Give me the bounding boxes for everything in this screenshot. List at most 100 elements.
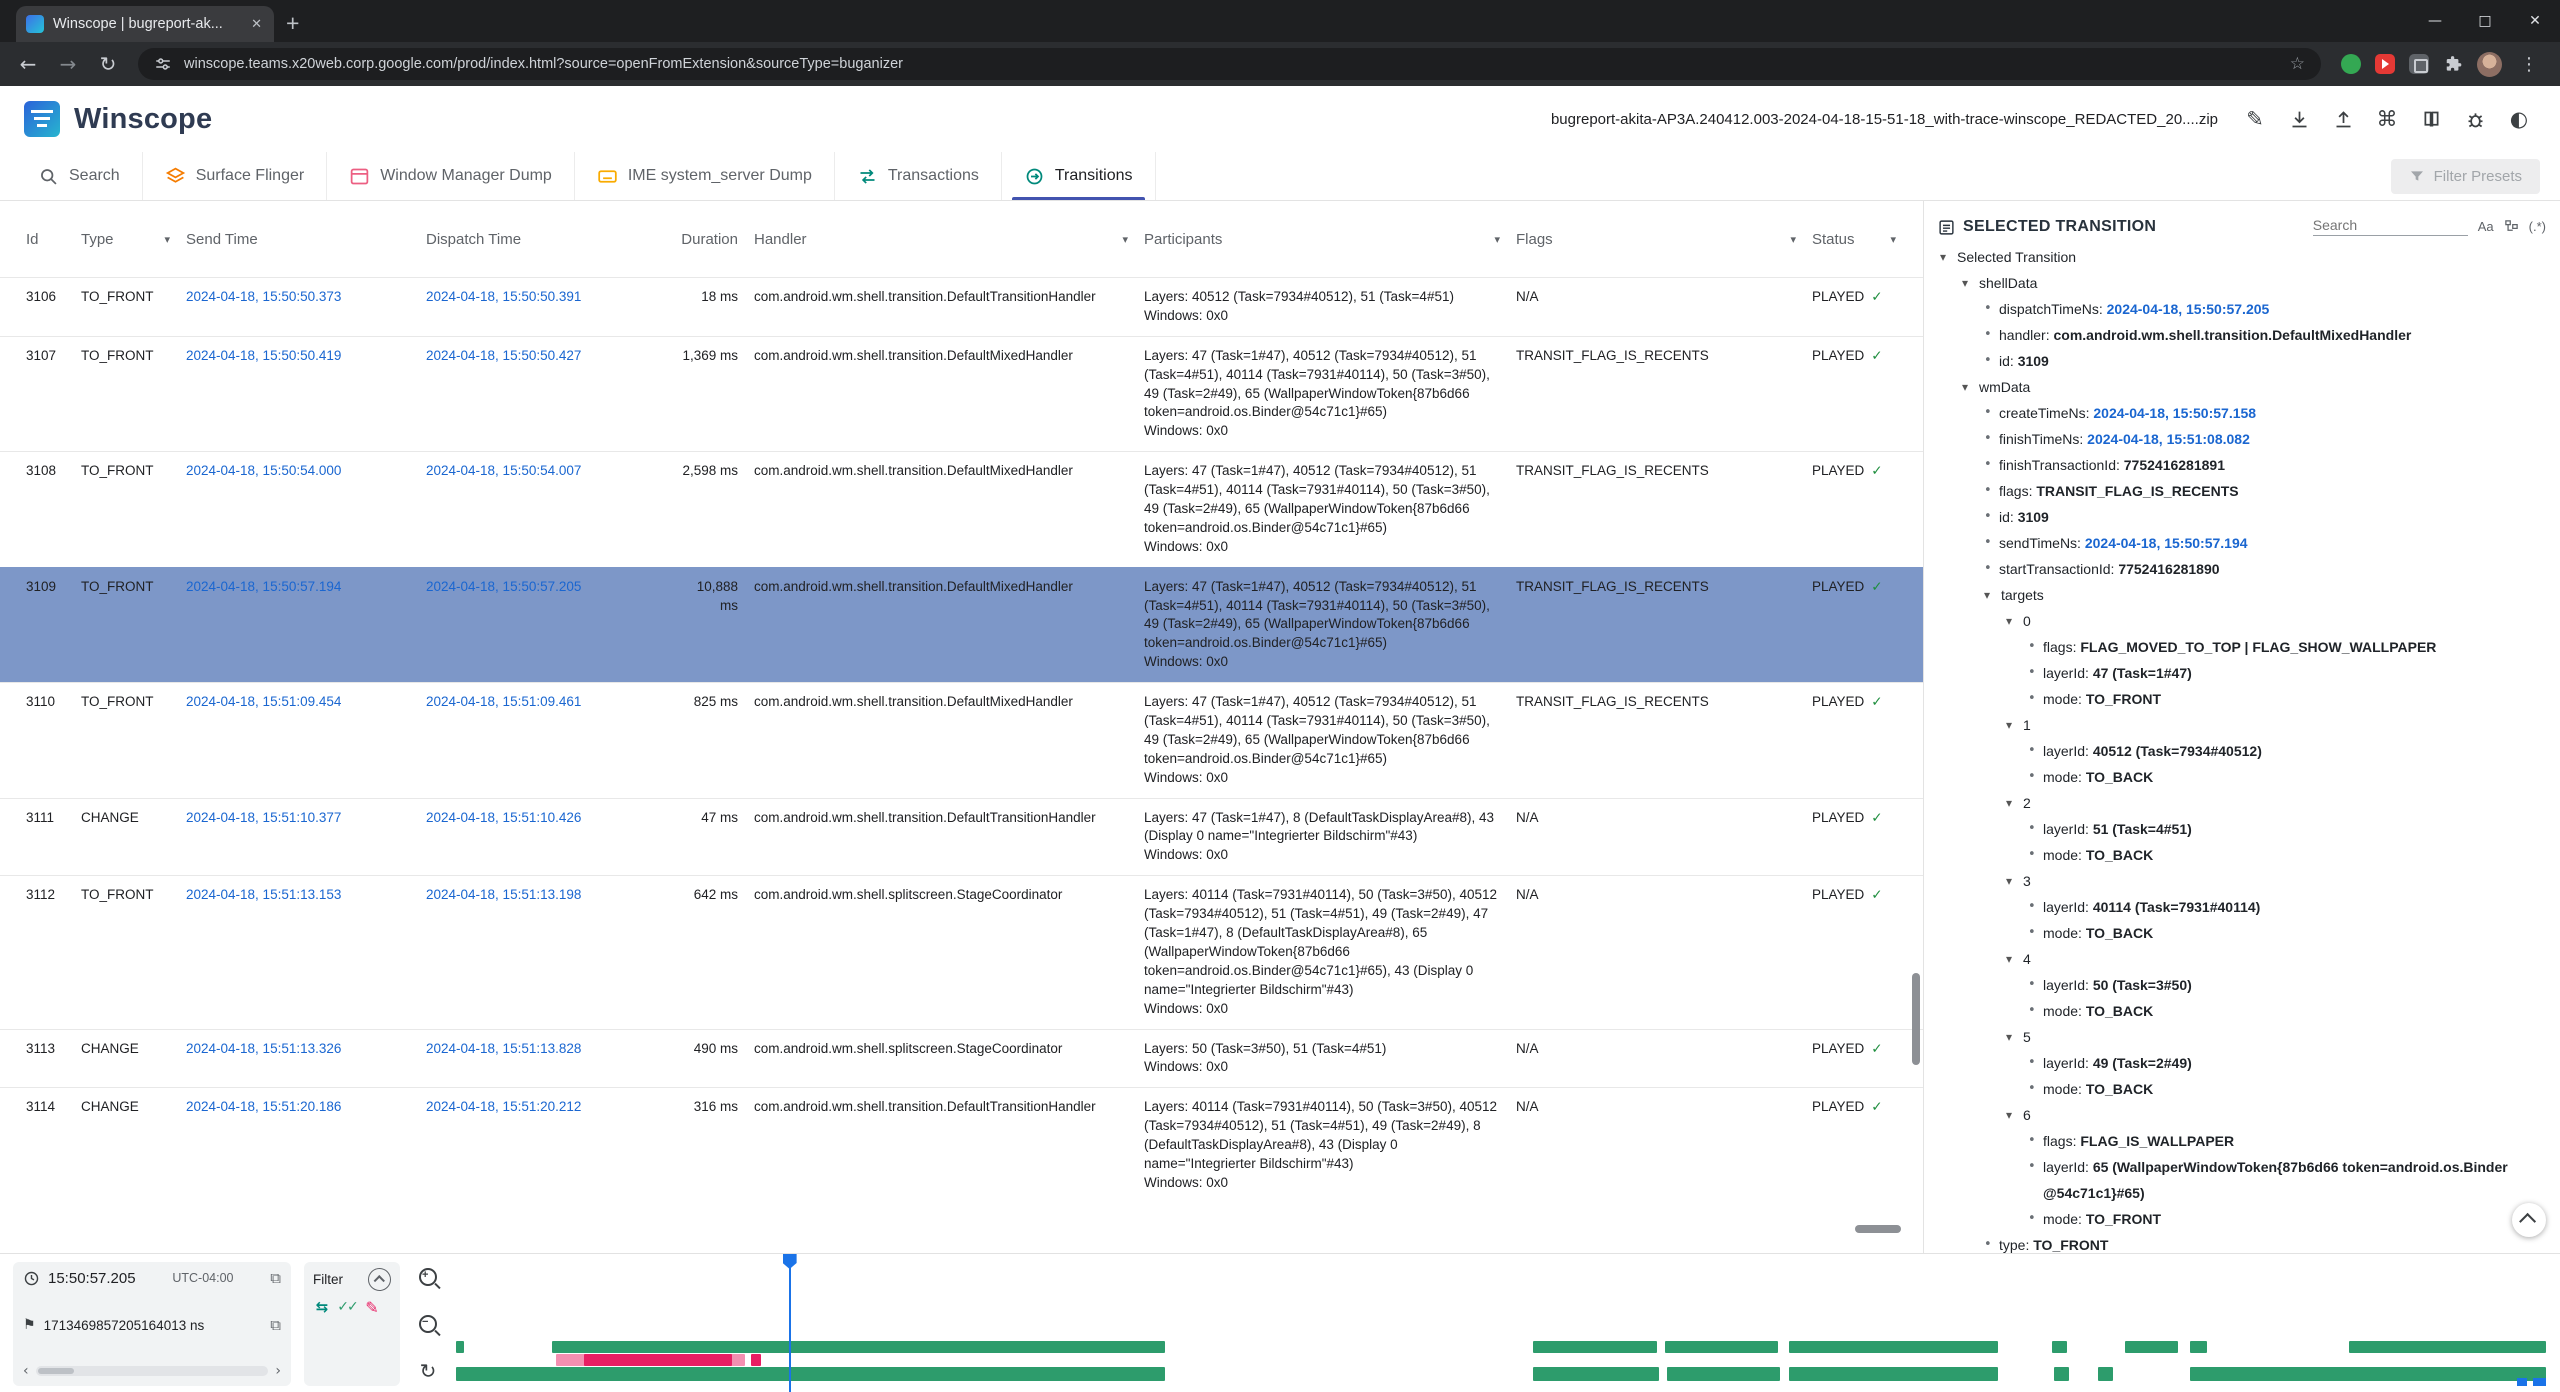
regex-icon[interactable]: (.*) <box>2528 219 2546 234</box>
download-traces-icon[interactable] <box>2282 102 2316 136</box>
report-bug-icon[interactable] <box>2458 102 2492 136</box>
table-row[interactable]: 3113 CHANGE 2024-04-18, 15:51:13.326 2024-0… <box>0 1028 1923 1088</box>
timeline-canvas[interactable] <box>456 1254 2548 1392</box>
table-row[interactable]: 3111 CHANGE 2024-04-18, 15:51:10.377 2024-0… <box>0 797 1923 876</box>
tab-close-icon[interactable]: ✕ <box>251 16 262 32</box>
expand-arrow-icon[interactable]: ▾ <box>1962 276 1969 290</box>
filter-presets-button[interactable]: Filter Presets <box>2390 158 2540 194</box>
tab-transactions[interactable]: Transactions <box>835 152 1002 200</box>
dispatch-time-link[interactable]: 2024-04-18, 15:50:50.391 <box>426 289 582 304</box>
expand-arrow-icon[interactable]: ▾ <box>2006 874 2013 888</box>
mini-scrollbar-track[interactable] <box>35 1366 269 1376</box>
expand-arrow-icon[interactable]: ▾ <box>2006 796 2013 810</box>
url-text[interactable]: winscope.teams.x20web.corp.google.com/pr… <box>184 56 903 72</box>
expand-arrow-icon[interactable]: ▾ <box>2006 1108 2013 1122</box>
expand-arrow-icon[interactable]: ▾ <box>2006 1030 2013 1044</box>
send-time-link[interactable]: 2024-04-18, 15:50:50.373 <box>186 289 342 304</box>
filter-caret-icon[interactable]: ▾ <box>164 232 170 246</box>
expand-arrow-icon[interactable]: ▾ <box>2006 718 2013 732</box>
column-header-status[interactable]: Status ▾ <box>1812 230 1896 248</box>
window-close-button[interactable]: ✕ <box>2529 13 2541 29</box>
table-row[interactable]: 3109 TO_FRONT 2024-04-18, 15:50:57.194 2024… <box>0 566 1923 683</box>
property-value[interactable]: 2024-04-18, 15:51:08.082 <box>2087 431 2250 447</box>
column-header-participants[interactable]: Participants ▾ <box>1144 230 1500 248</box>
window-minimize-button[interactable]: — <box>2428 13 2442 29</box>
tab-search[interactable]: Search <box>16 152 143 200</box>
match-case-icon[interactable]: Aa <box>2477 219 2494 234</box>
expand-arrow-icon[interactable]: ▾ <box>2006 614 2013 628</box>
copy-time-icon[interactable]: ⧉ <box>270 1269 281 1287</box>
reload-button[interactable]: ↻ <box>99 52 117 76</box>
send-time-link[interactable]: 2024-04-18, 15:51:13.153 <box>186 887 342 903</box>
expand-arrow-icon[interactable]: ▾ <box>1984 588 1991 602</box>
timeline-cursor[interactable] <box>782 1254 797 1392</box>
dispatch-time-link[interactable]: 2024-04-18, 15:50:54.007 <box>426 463 582 479</box>
filter-caret-icon[interactable]: ▾ <box>1122 232 1128 246</box>
column-header-handler[interactable]: Handler ▾ <box>754 230 1128 248</box>
send-time-link[interactable]: 2024-04-18, 15:51:10.377 <box>186 809 342 825</box>
filter-caret-icon[interactable]: ▾ <box>1494 232 1500 246</box>
search-input[interactable] <box>2312 215 2468 236</box>
dark-mode-icon[interactable]: ◐ <box>2509 107 2529 131</box>
documentation-icon[interactable] <box>2414 102 2448 136</box>
table-row[interactable]: 3114 CHANGE 2024-04-18, 15:51:20.186 2024-0… <box>0 1087 1923 1202</box>
expand-arrow-icon[interactable]: ▾ <box>1940 250 1947 264</box>
table-row[interactable]: 3107 TO_FRONT 2024-04-18, 15:50:50.419 2024… <box>0 335 1923 451</box>
column-header-flags[interactable]: Flags ▾ <box>1516 230 1796 248</box>
extension-video-icon[interactable] <box>2375 54 2395 74</box>
send-time-link[interactable]: 2024-04-18, 15:51:13.326 <box>186 1040 342 1056</box>
bookmark-star-icon[interactable]: ☆ <box>2289 54 2305 74</box>
table-row[interactable]: 3106 TO_FRONT 2024-04-18, 15:50:50.373 2024… <box>0 277 1923 336</box>
dispatch-time-link[interactable]: 2024-04-18, 15:50:57.205 <box>426 578 582 594</box>
dispatch-time-link[interactable]: 2024-04-18, 15:51:20.212 <box>426 1099 582 1115</box>
tab-ime-system-server-dump[interactable]: IME system_server Dump <box>575 152 835 200</box>
table-row[interactable]: 3108 TO_FRONT 2024-04-18, 15:50:54.000 2024… <box>0 451 1923 566</box>
send-time-link[interactable]: 2024-04-18, 15:50:50.419 <box>186 347 342 363</box>
table-horizontal-scrollbar[interactable] <box>1855 1225 1901 1233</box>
forward-button[interactable]: → <box>59 52 77 76</box>
send-time-link[interactable]: 2024-04-18, 15:50:57.194 <box>186 578 342 594</box>
dispatch-time-link[interactable]: 2024-04-18, 15:51:09.461 <box>426 694 582 710</box>
send-time-link[interactable]: 2024-04-18, 15:51:09.454 <box>186 694 342 710</box>
profile-avatar[interactable] <box>2477 51 2502 77</box>
column-header-type[interactable]: Type ▾ <box>81 230 170 248</box>
table-row[interactable]: 3110 TO_FRONT 2024-04-18, 15:51:09.454 2024… <box>0 682 1923 797</box>
dispatch-time-link[interactable]: 2024-04-18, 15:51:13.828 <box>426 1040 582 1056</box>
property-value[interactable]: 2024-04-18, 15:50:57.205 <box>2106 301 2270 317</box>
expand-arrow-icon[interactable]: ▾ <box>1962 380 1969 394</box>
shortcuts-icon[interactable]: ⌘ <box>2376 107 2398 131</box>
extension-green-icon[interactable] <box>2341 54 2361 74</box>
table-vertical-scrollbar[interactable] <box>1912 973 1920 1065</box>
send-time-link[interactable]: 2024-04-18, 15:50:54.000 <box>186 463 342 479</box>
extension-gray-icon[interactable] <box>2409 54 2429 74</box>
copy-timestamp-icon[interactable]: ⧉ <box>270 1316 281 1334</box>
zoom-reset-button[interactable]: ↻ <box>419 1359 437 1383</box>
send-time-link[interactable]: 2024-04-18, 15:51:20.186 <box>186 1099 342 1115</box>
collapse-timeline-button[interactable] <box>368 1268 391 1291</box>
edit-filter-icon[interactable]: ✎ <box>365 1297 379 1317</box>
dispatch-time-link[interactable]: 2024-04-18, 15:51:10.426 <box>426 809 582 825</box>
scroll-right-icon[interactable]: › <box>275 1363 281 1379</box>
property-value[interactable]: 2024-04-18, 15:50:57.194 <box>2084 535 2248 551</box>
upload-traces-icon[interactable] <box>2326 102 2360 136</box>
tree-view-icon[interactable] <box>2504 219 2519 236</box>
tab-transitions[interactable]: Transitions <box>1002 152 1156 200</box>
zoom-in-button[interactable]: + <box>415 1264 441 1290</box>
filter-caret-icon[interactable]: ▾ <box>1890 232 1896 246</box>
table-row[interactable]: 3112 TO_FRONT 2024-04-18, 15:51:13.153 2024… <box>0 875 1923 1028</box>
scroll-to-top-button[interactable] <box>2512 1203 2546 1237</box>
mini-scrollbar-thumb[interactable] <box>37 1368 74 1374</box>
transitions-filter-icon[interactable]: ⇆ <box>315 1298 329 1316</box>
expand-arrow-icon[interactable]: ▾ <box>2006 952 2013 966</box>
extensions-puzzle-icon[interactable] <box>2443 54 2463 74</box>
scroll-left-icon[interactable]: ‹ <box>23 1363 29 1379</box>
dispatch-time-link[interactable]: 2024-04-18, 15:51:13.198 <box>426 887 582 903</box>
tab-surface-flinger[interactable]: Surface Flinger <box>143 152 328 200</box>
site-settings-icon[interactable] <box>154 55 172 73</box>
browser-tab[interactable]: Winscope | bugreport-ak... ✕ <box>16 6 274 42</box>
edit-filename-icon[interactable]: ✎ <box>2246 107 2264 131</box>
property-value[interactable]: 2024-04-18, 15:50:57.158 <box>2093 405 2257 421</box>
tab-window-manager-dump[interactable]: Window Manager Dump <box>327 152 575 200</box>
window-maximize-button[interactable]: □ <box>2478 13 2492 29</box>
address-bar[interactable]: winscope.teams.x20web.corp.google.com/pr… <box>138 48 2321 80</box>
